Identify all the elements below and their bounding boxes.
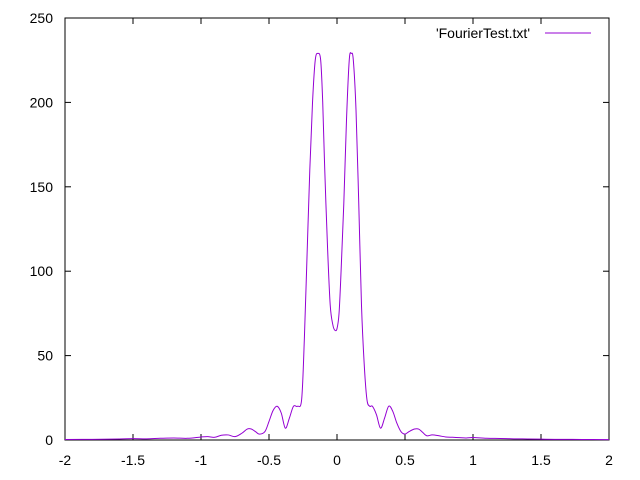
plot-frame <box>64 17 610 441</box>
x-tick-label: 0 <box>333 452 341 468</box>
series-line-0 <box>64 52 610 441</box>
x-tick-label: 1 <box>469 452 477 468</box>
y-tick-label: 200 <box>30 94 54 110</box>
legend: 'FourierTest.txt' <box>436 25 591 41</box>
x-tick-label: -1 <box>195 452 208 468</box>
x-tick-label: -2 <box>59 452 72 468</box>
x-tick-label: -0.5 <box>257 452 281 468</box>
y-tick-label: 100 <box>30 263 54 279</box>
y-tick-label: 50 <box>37 348 53 364</box>
series-layer <box>64 52 610 441</box>
x-axis-ticks: -2 -1.5 -1 -0.5 0 0.5 1 1.5 2 <box>59 18 613 468</box>
x-tick-label: 2 <box>605 452 613 468</box>
x-tick-label: 1.5 <box>531 452 551 468</box>
x-tick-label: -1.5 <box>121 452 145 468</box>
legend-label: 'FourierTest.txt' <box>436 25 530 41</box>
x-tick-label: 0.5 <box>395 452 415 468</box>
y-tick-label: 150 <box>30 179 54 195</box>
y-tick-label: 0 <box>45 432 53 448</box>
y-axis-ticks: 0 50 100 150 200 250 <box>30 10 609 448</box>
y-tick-label: 250 <box>30 10 54 26</box>
